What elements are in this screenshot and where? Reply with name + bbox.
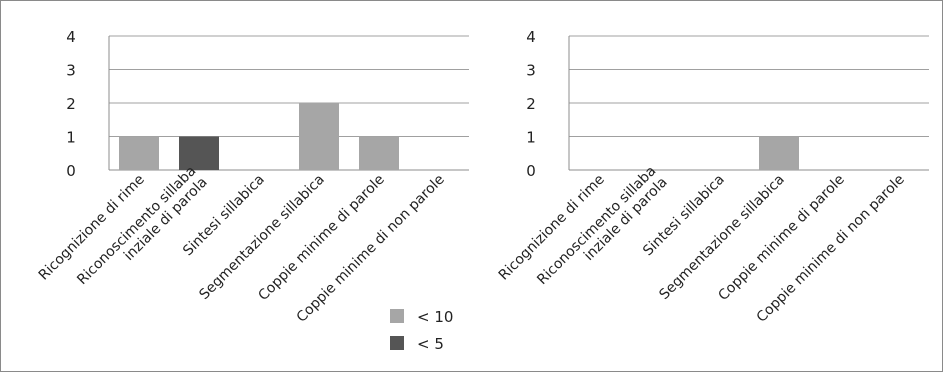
- y-tick-label: 1: [66, 129, 76, 147]
- y-tick-label: 2: [526, 95, 536, 113]
- category-label: Coppie minime di parole: [255, 172, 387, 304]
- legend-swatch-lt10: [390, 309, 404, 323]
- bar-segmentazione-sillabica-lt10: [299, 103, 339, 170]
- category-label: Coppie minime di parole: [715, 172, 847, 304]
- bar-ricognizione-di-rime-lt10: [119, 136, 159, 170]
- category-label: Segmentazione sillabica: [196, 172, 327, 303]
- legend-label-lt5: < 5: [417, 335, 444, 353]
- y-tick-label: 4: [526, 28, 536, 46]
- y-tick-label: 3: [526, 62, 536, 80]
- y-tick-label: 0: [66, 162, 76, 180]
- y-tick-label: 1: [526, 129, 536, 147]
- y-tick-label: 3: [66, 62, 76, 80]
- legend-swatch-lt5: [390, 336, 404, 350]
- y-tick-label: 2: [66, 95, 76, 113]
- bar-coppie-minime-di-parole-lt10: [359, 136, 399, 170]
- bar-riconoscimento-sillaba-inziale-di-parola-lt5: [179, 136, 219, 170]
- legend-label-lt10: < 10: [417, 308, 453, 326]
- y-tick-label: 0: [526, 162, 536, 180]
- y-tick-label: 4: [66, 28, 76, 46]
- category-label: Segmentazione sillabica: [656, 172, 787, 303]
- legend: < 10 < 5: [390, 308, 453, 353]
- bar-segmentazione-sillabica-lt10: [759, 136, 799, 170]
